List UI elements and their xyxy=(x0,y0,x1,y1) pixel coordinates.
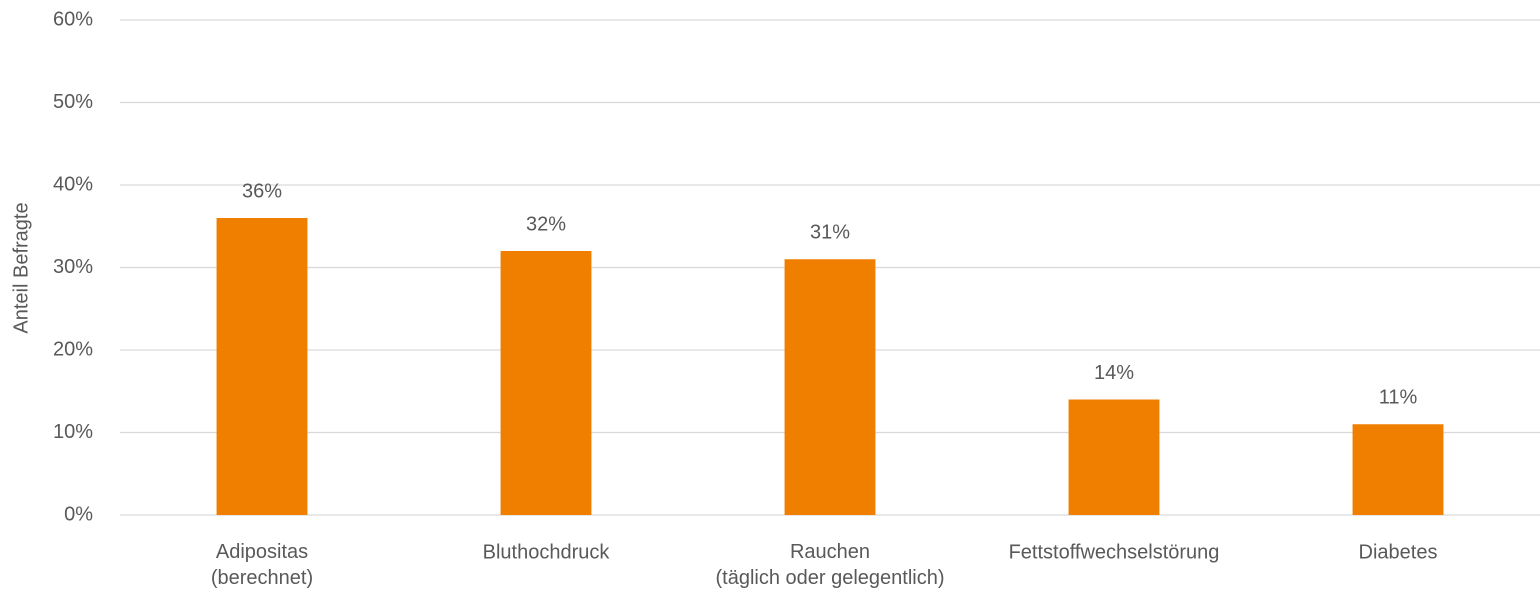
bar xyxy=(216,218,308,515)
y-tick-label: 50% xyxy=(53,91,93,113)
y-tick-label: 60% xyxy=(53,8,93,30)
y-tick-label: 20% xyxy=(53,338,93,360)
x-tick-label: Bluthochdruck xyxy=(483,541,611,563)
y-tick-label: 40% xyxy=(53,173,93,195)
y-axis-label: Anteil Befragte xyxy=(10,202,32,333)
data-label: 32% xyxy=(526,213,566,235)
x-tick-label: Fettstoffwechselstörung xyxy=(1009,541,1220,563)
bar xyxy=(500,251,592,515)
data-label: 36% xyxy=(242,180,282,202)
data-label: 31% xyxy=(810,222,850,244)
y-tick-label: 30% xyxy=(53,256,93,278)
x-tick-label: Adipositas (berechnet) xyxy=(211,541,313,589)
data-label: 11% xyxy=(1379,387,1418,409)
x-tick-label: Rauchen (täglich oder gelegentlich) xyxy=(715,541,944,589)
x-tick-label: Diabetes xyxy=(1359,541,1438,563)
bar xyxy=(784,259,876,515)
data-label: 14% xyxy=(1094,362,1134,384)
bar xyxy=(1068,399,1160,515)
y-tick-label: 0% xyxy=(64,503,93,525)
bar xyxy=(1352,424,1444,515)
y-tick-label: 10% xyxy=(53,421,93,443)
